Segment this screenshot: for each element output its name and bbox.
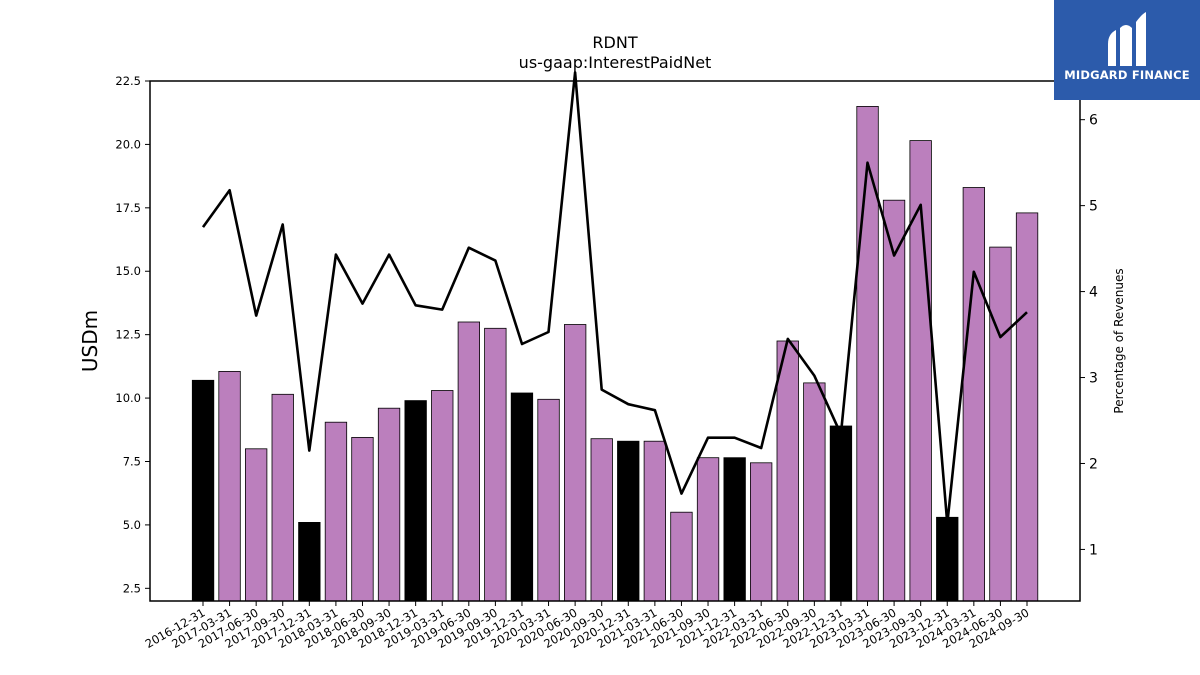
- bar: [723, 457, 746, 602]
- bar: [643, 440, 666, 602]
- bar: [510, 392, 534, 602]
- y-tick-label: 17.5: [115, 201, 141, 215]
- bar: [989, 246, 1012, 602]
- bar: [324, 421, 348, 602]
- bar: [377, 407, 401, 602]
- bar: [882, 199, 906, 602]
- bar: [431, 390, 454, 602]
- bar: [537, 398, 560, 602]
- bar: [750, 462, 773, 602]
- bar: [803, 382, 826, 602]
- bar: [564, 324, 587, 602]
- chart-subtitle: us-gaap:InterestPaidNet: [519, 53, 712, 72]
- y-tick-label: 20.0: [115, 137, 141, 151]
- y2-tick-label: 5: [1089, 199, 1098, 215]
- bar: [962, 187, 985, 602]
- bar: [776, 340, 799, 602]
- y-axis-label: USDm: [78, 310, 102, 372]
- series-line: [201, 71, 1028, 525]
- bar: [696, 457, 720, 602]
- y-tick-label: 12.5: [115, 328, 141, 342]
- bar: [670, 511, 693, 602]
- bar: [590, 438, 613, 602]
- y-tick-label: 7.5: [123, 454, 141, 468]
- y2-axis-label: Percentage of Revenues: [1112, 268, 1126, 413]
- bar: [404, 400, 427, 602]
- y2-tick-label: 2: [1089, 456, 1098, 472]
- bar: [484, 327, 507, 602]
- midgard-logo: MIDGARD FINANCE: [1054, 0, 1200, 100]
- y-tick-label: 2.5: [123, 581, 141, 595]
- chart-title: RDNT: [592, 33, 637, 52]
- bar: [617, 440, 640, 602]
- bar: [856, 106, 879, 602]
- y-tick-label: 22.5: [115, 74, 141, 88]
- bar: [351, 436, 374, 602]
- bar: [218, 370, 241, 602]
- y2-tick-label: 4: [1089, 285, 1098, 301]
- y2-tick-label: 1: [1089, 542, 1098, 558]
- midgard-logo-icon: [1108, 12, 1146, 66]
- bar: [936, 516, 959, 602]
- bar: [1015, 212, 1039, 602]
- y-tick-label: 5.0: [123, 518, 141, 532]
- bar: [191, 379, 215, 602]
- bar: [271, 393, 294, 602]
- logo-text: MIDGARD FINANCE: [1064, 68, 1190, 82]
- y-tick-label: 15.0: [115, 264, 141, 278]
- bar: [244, 448, 268, 602]
- bar: [457, 321, 481, 602]
- bar: [829, 425, 853, 602]
- bar: [298, 522, 321, 602]
- y-tick-label: 10.0: [115, 391, 141, 405]
- y2-tick-label: 3: [1089, 371, 1098, 387]
- y2-tick-label: 6: [1089, 113, 1098, 129]
- plot-frame: [149, 80, 1081, 602]
